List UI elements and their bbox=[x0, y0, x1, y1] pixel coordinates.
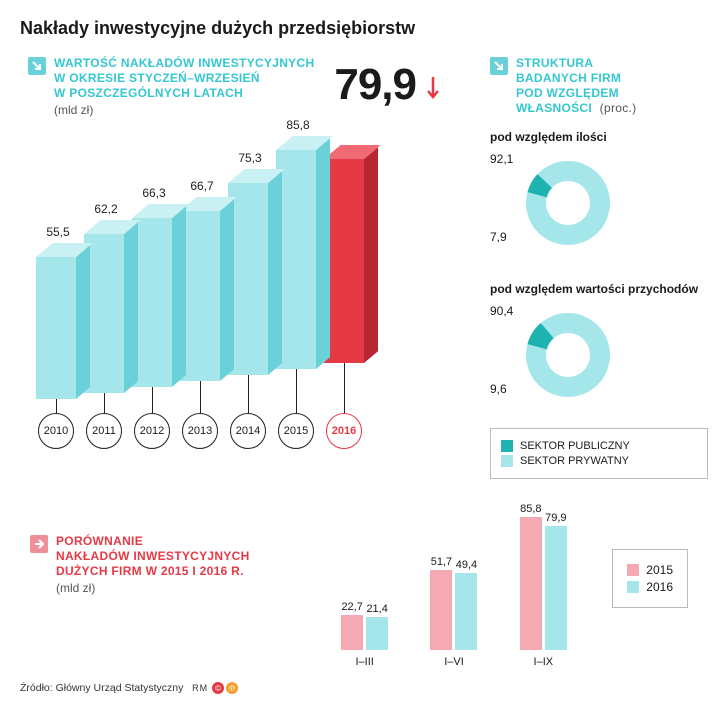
year-circle: 2016 bbox=[326, 413, 362, 449]
donut-public-label: 7,9 bbox=[490, 230, 507, 244]
donut-legend: SEKTOR PUBLICZNY SEKTOR PRYWATNY bbox=[490, 428, 708, 479]
copyright-p-icon: ℗ bbox=[226, 682, 238, 694]
bar-value: 49,4 bbox=[455, 559, 477, 571]
legend-label: 2016 bbox=[646, 580, 673, 594]
swatch-icon bbox=[501, 440, 513, 452]
legend-item-2015: 2015 bbox=[627, 563, 673, 577]
bar-2016 bbox=[545, 526, 567, 650]
main-bar-chart: WARTOŚĆ NAKŁADÓW INWESTYCYJNYCH W OKRESI… bbox=[28, 56, 468, 455]
legend-label: 2015 bbox=[646, 563, 673, 577]
donut-chart: 90,4 9,6 bbox=[490, 300, 620, 420]
bar-value: 21,4 bbox=[366, 603, 388, 615]
down-arrow-icon bbox=[426, 76, 440, 107]
author-initials: RM bbox=[192, 683, 208, 693]
year-circle: 2014 bbox=[230, 413, 266, 449]
comparison-heading: PORÓWNANIE NAKŁADÓW INWESTYCYJNYCH DUŻYC… bbox=[30, 534, 290, 595]
bar-group: 51,7 49,4 I–VI bbox=[430, 556, 477, 668]
donut-panel: STRUKTURA BADANYCH FIRM POD WZGLĘDEM WŁA… bbox=[490, 56, 708, 479]
donuts-container: pod względem ilości 92,1 7,9 pod względe… bbox=[490, 130, 708, 420]
grouped-bar-chart: 22,7 21,4 I–III 51,7 49,4 bbox=[320, 498, 588, 668]
bar-value: 66,3 bbox=[130, 186, 178, 200]
heading-unit: (mld zł) bbox=[56, 581, 250, 595]
donut-public-label: 9,6 bbox=[490, 382, 507, 396]
donut-subtitle: pod względem wartości przychodów bbox=[490, 282, 708, 296]
comparison-legend: 2015 2016 bbox=[612, 549, 688, 608]
bar-value: 85,8 bbox=[520, 503, 542, 515]
bar-2015 bbox=[430, 570, 452, 650]
heading-line: PORÓWNANIE NAKŁADÓW INWESTYCYJNYCH DUŻYC… bbox=[56, 534, 250, 579]
donut-private-label: 92,1 bbox=[490, 152, 513, 166]
source-line: Źródło: Główny Urząd Statystyczny RM ©℗ bbox=[20, 682, 239, 695]
legend-item-private: SEKTOR PRYWATNY bbox=[501, 455, 697, 467]
bar-group: 22,7 21,4 I–III bbox=[341, 601, 388, 668]
group-label: I–VI bbox=[444, 656, 464, 668]
year-connector bbox=[152, 387, 153, 415]
legend-item-2016: 2016 bbox=[627, 580, 673, 594]
year-connector bbox=[296, 369, 297, 415]
bar-value: 55,5 bbox=[34, 225, 82, 239]
year-circle: 2011 bbox=[86, 413, 122, 449]
heading-line: STRUKTURA BADANYCH FIRM POD WZGLĘDEM WŁA… bbox=[516, 56, 636, 116]
bar-2015 bbox=[341, 615, 363, 650]
page-title: Nakłady inwestycyjne dużych przedsiębior… bbox=[20, 18, 708, 39]
bar-value: 62,2 bbox=[82, 202, 130, 216]
legend-label: SEKTOR PUBLICZNY bbox=[520, 440, 630, 452]
heading-unit: (mld zł) bbox=[54, 103, 314, 117]
year-connector bbox=[344, 363, 345, 415]
year-connector bbox=[248, 375, 249, 415]
heading-line: WARTOŚĆ NAKŁADÓW INWESTYCYJNYCH W OKRESI… bbox=[54, 56, 314, 101]
bar-value: 22,7 bbox=[341, 601, 363, 613]
group-label: I–IX bbox=[534, 656, 554, 668]
big-value: 79,9 bbox=[334, 60, 416, 110]
comparison-panel: PORÓWNANIE NAKŁADÓW INWESTYCYJNYCH DUŻYC… bbox=[20, 498, 708, 668]
bar-value: 79,9 bbox=[545, 512, 567, 524]
bar-2016 bbox=[366, 617, 388, 650]
donut-chart: 92,1 7,9 bbox=[490, 148, 620, 268]
year-connector bbox=[104, 393, 105, 415]
donut-heading: STRUKTURA BADANYCH FIRM POD WZGLĘDEM WŁA… bbox=[490, 56, 708, 116]
arrow-down-right-icon bbox=[28, 57, 46, 75]
arrow-right-icon bbox=[30, 535, 48, 553]
donut-subtitle: pod względem ilości bbox=[490, 130, 708, 144]
donut-private-label: 90,4 bbox=[490, 304, 513, 318]
year-circle: 2013 bbox=[182, 413, 218, 449]
copyright-c-icon: © bbox=[212, 682, 224, 694]
swatch-icon bbox=[627, 581, 639, 593]
year-connector bbox=[200, 381, 201, 415]
legend-item-public: SEKTOR PUBLICZNY bbox=[501, 440, 697, 452]
bar3d-area: 55,5 2010 62,2 2011 66,3 2012 66,7 2013 75,3… bbox=[28, 135, 448, 455]
bar-group: 85,8 79,9 I–IX bbox=[520, 503, 567, 668]
bar-2015 bbox=[520, 517, 542, 650]
arrow-down-right-icon bbox=[490, 57, 508, 75]
swatch-icon bbox=[627, 564, 639, 576]
year-circle: 2012 bbox=[134, 413, 170, 449]
bar-value: 75,3 bbox=[226, 151, 274, 165]
bar-2016 bbox=[455, 573, 477, 650]
swatch-icon bbox=[501, 455, 513, 467]
legend-label: SEKTOR PRYWATNY bbox=[520, 455, 629, 467]
bar-value: 66,7 bbox=[178, 179, 226, 193]
group-label: I–III bbox=[355, 656, 373, 668]
year-circle: 2010 bbox=[38, 413, 74, 449]
year-circle: 2015 bbox=[278, 413, 314, 449]
bar-value: 85,8 bbox=[274, 118, 322, 132]
bar-value: 51,7 bbox=[430, 556, 452, 568]
